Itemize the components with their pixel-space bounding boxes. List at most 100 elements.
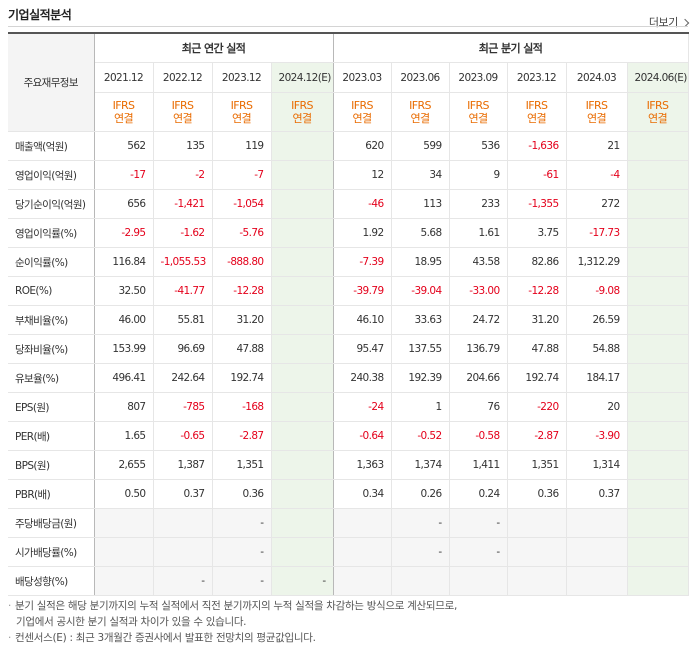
row-header-title: 주요재무정보: [8, 32, 95, 132]
footnotes: · 분기 실적은 해당 분기까지의 누적 실적에서 직전 분기까지의 누적 실적을…: [8, 598, 457, 646]
value-cell: 153.99: [94, 334, 154, 364]
value-cell: 136.79: [449, 334, 508, 364]
value-cell: 54.88: [566, 334, 628, 364]
value-cell: 233: [449, 189, 508, 219]
value-cell: -0.52: [391, 421, 450, 451]
value-cell: 1,312.29: [566, 247, 628, 277]
annual-header: 최근 연간 실적: [94, 32, 334, 63]
title-divider: [8, 26, 688, 27]
table-row: BPS(원) 2,655 1,387 1,351 1,363 1,374 1,411 1,35…: [8, 450, 689, 480]
value-cell: [94, 566, 154, 596]
value-cell: -3.90: [566, 421, 628, 451]
ifrs-label: IFRS 연결: [333, 92, 392, 132]
value-cell: 24.72: [449, 305, 508, 335]
row-label: ROE(%): [8, 276, 95, 306]
table-row: PER(배) 1.65 -0.65 -2.87 -0.64 -0.52 -0.58 -2.87…: [8, 421, 689, 451]
value-cell: [627, 189, 689, 219]
value-cell: 76: [449, 392, 508, 422]
value-cell: 113: [391, 189, 450, 219]
value-cell: 135: [153, 131, 213, 161]
value-cell: 32.50: [94, 276, 154, 306]
value-cell: -61: [507, 160, 567, 190]
row-label: 당기순이익(억원): [8, 189, 95, 219]
ifrs-label: IFRS 연결: [271, 92, 334, 132]
value-cell: 46.00: [94, 305, 154, 335]
value-cell: -7.39: [333, 247, 392, 277]
row-label: EPS(원): [8, 392, 95, 422]
quarterly-header: 최근 분기 실적: [333, 32, 689, 63]
value-cell: 0.36: [507, 479, 567, 509]
value-cell: -39.04: [391, 276, 450, 306]
value-cell: -: [449, 537, 508, 567]
value-cell: [271, 276, 334, 306]
table-row: 주당배당금(원) - - -: [8, 508, 689, 538]
row-label: 영업이익률(%): [8, 218, 95, 248]
value-cell: [627, 247, 689, 277]
value-cell: -888.80: [212, 247, 272, 277]
value-cell: 807: [94, 392, 154, 422]
value-cell: [333, 508, 392, 538]
period-header: 2023.12: [507, 62, 567, 93]
value-cell: 82.86: [507, 247, 567, 277]
value-cell: [507, 537, 567, 567]
value-cell: [627, 421, 689, 451]
ifrs-label: IFRS 연결: [627, 92, 689, 132]
ifrs-label: IFRS 연결: [153, 92, 213, 132]
value-cell: 116.84: [94, 247, 154, 277]
value-cell: -: [212, 566, 272, 596]
value-cell: 1,387: [153, 450, 213, 480]
value-cell: -12.28: [507, 276, 567, 306]
footnote-1-cont: 기업에서 공시한 분기 실적과 차이가 있을 수 있습니다.: [16, 616, 247, 628]
value-cell: [333, 537, 392, 567]
ifrs-scope: 연결: [231, 112, 252, 125]
value-cell: 5.68: [391, 218, 450, 248]
value-cell: [271, 160, 334, 190]
value-cell: [94, 508, 154, 538]
value-cell: 119: [212, 131, 272, 161]
value-cell: 192.74: [212, 363, 272, 393]
value-cell: 272: [566, 189, 628, 219]
ifrs-standard: IFRS: [467, 99, 489, 112]
value-cell: 1.65: [94, 421, 154, 451]
value-cell: 31.20: [212, 305, 272, 335]
value-cell: 0.37: [153, 479, 213, 509]
value-cell: [271, 189, 334, 219]
period-header: 2024.03: [566, 62, 628, 93]
value-cell: 20: [566, 392, 628, 422]
value-cell: [566, 508, 628, 538]
value-cell: [627, 537, 689, 567]
more-link[interactable]: 더보기: [649, 14, 690, 30]
value-cell: -2.87: [212, 421, 272, 451]
value-cell: -: [391, 508, 450, 538]
value-cell: 240.38: [333, 363, 392, 393]
value-cell: 12: [333, 160, 392, 190]
value-cell: 1,374: [391, 450, 450, 480]
ifrs-label: IFRS 연결: [449, 92, 508, 132]
value-cell: -1,421: [153, 189, 213, 219]
value-cell: -2.95: [94, 218, 154, 248]
value-cell: 1: [391, 392, 450, 422]
row-label: 배당성향(%): [8, 566, 95, 596]
value-cell: [627, 305, 689, 335]
section-title: 기업실적분석: [8, 8, 72, 22]
value-cell: -: [212, 508, 272, 538]
row-label: 순이익률(%): [8, 247, 95, 277]
value-cell: -: [449, 508, 508, 538]
value-cell: [627, 392, 689, 422]
value-cell: -17.73: [566, 218, 628, 248]
value-cell: 1,351: [507, 450, 567, 480]
value-cell: 137.55: [391, 334, 450, 364]
value-cell: 656: [94, 189, 154, 219]
value-cell: [566, 537, 628, 567]
value-cell: 1,314: [566, 450, 628, 480]
ifrs-standard: IFRS: [646, 99, 669, 112]
table-row: 영업이익률(%) -2.95 -1.62 -5.76 1.92 5.68 1.61 3.75-…: [8, 218, 689, 248]
ifrs-scope: 연결: [292, 112, 312, 125]
period-header: 2023.06: [391, 62, 450, 93]
value-cell: -17: [94, 160, 154, 190]
value-cell: 1,351: [212, 450, 272, 480]
value-cell: 0.36: [212, 479, 272, 509]
ifrs-standard: IFRS: [525, 99, 548, 112]
value-cell: -41.77: [153, 276, 213, 306]
